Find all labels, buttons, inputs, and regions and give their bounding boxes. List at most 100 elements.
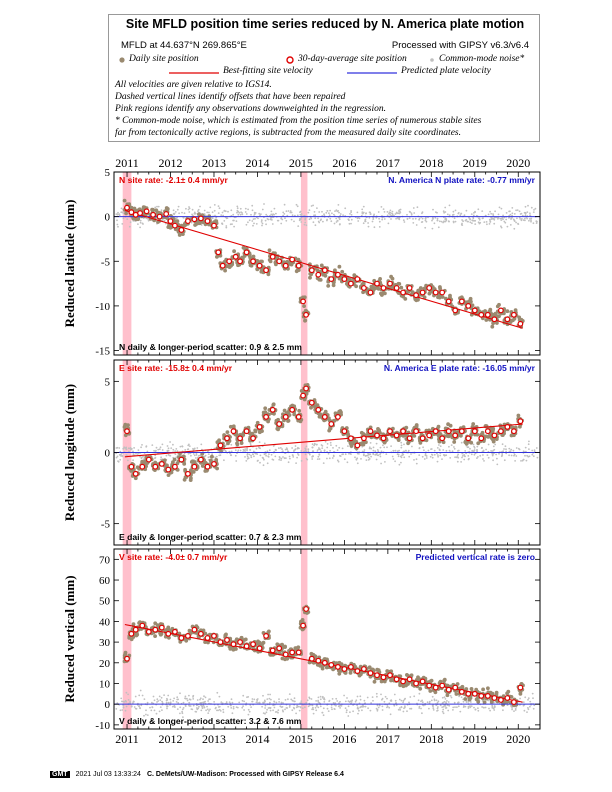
cmn-point	[366, 696, 369, 699]
cmn-point	[436, 710, 438, 712]
cmn-point	[280, 222, 283, 225]
cmn-point	[464, 705, 467, 708]
cmn-point	[160, 209, 163, 212]
cmn-point	[257, 702, 259, 704]
cmn-point	[317, 220, 320, 223]
monthly-average-point	[308, 267, 315, 274]
cmn-point	[356, 452, 359, 455]
cmn-point	[519, 218, 521, 220]
monthly-average-point	[263, 267, 270, 274]
cmn-point	[288, 704, 291, 707]
cmn-point	[193, 448, 196, 450]
cmn-point	[139, 221, 142, 224]
daily-point	[140, 460, 145, 465]
cmn-point	[266, 708, 268, 711]
cmn-point	[125, 705, 128, 708]
daily-point	[223, 268, 228, 273]
cmn-point	[532, 211, 535, 214]
cmn-point	[355, 458, 358, 461]
cmn-point	[304, 221, 307, 224]
daily-point	[285, 656, 290, 661]
daily-point	[188, 630, 193, 635]
cmn-point	[127, 693, 129, 696]
cmn-point	[304, 218, 306, 221]
cmn-point	[468, 216, 470, 219]
daily-point	[210, 454, 214, 459]
cmn-point	[524, 446, 527, 449]
cmn-point	[400, 446, 403, 449]
cmn-point	[318, 458, 321, 460]
cmn-point	[446, 213, 449, 216]
cmn-point	[251, 698, 254, 700]
cmn-point	[375, 442, 378, 445]
cmn-point	[217, 709, 220, 712]
cmn-point	[503, 220, 506, 223]
cmn-point	[347, 715, 350, 717]
cmn-point	[251, 204, 254, 207]
cmn-point	[423, 449, 425, 452]
cmn-point	[410, 453, 412, 455]
monthly-average-point	[215, 249, 222, 256]
cmn-point	[221, 222, 224, 225]
cmn-point	[415, 458, 418, 461]
cmn-point	[394, 213, 397, 215]
cmn-point	[359, 695, 362, 698]
cmn-point	[469, 447, 471, 450]
cmn-point	[318, 701, 320, 704]
cmn-point	[328, 457, 331, 460]
cmn-point	[236, 211, 238, 214]
cmn-point	[175, 448, 178, 450]
cmn-point	[493, 222, 496, 225]
cmn-point	[331, 708, 333, 711]
cmn-point	[436, 217, 439, 220]
cmn-point	[178, 212, 181, 215]
cmn-point	[319, 705, 322, 708]
cmn-point	[312, 712, 315, 715]
daily-point	[346, 432, 350, 437]
cmn-point	[329, 209, 331, 212]
cmn-point	[289, 457, 291, 460]
cmn-point	[391, 455, 394, 458]
monthly-average-point	[511, 428, 517, 435]
cmn-point	[223, 459, 225, 462]
cmn-point	[161, 702, 164, 704]
cmn-point	[444, 707, 447, 709]
daily-point	[367, 665, 372, 670]
cmn-point	[141, 222, 144, 225]
cmn-point	[516, 209, 519, 212]
cmn-point	[182, 216, 185, 219]
cmn-point	[422, 704, 425, 707]
monthly-average-point	[439, 289, 446, 296]
cmn-point	[482, 458, 484, 460]
cmn-point	[192, 447, 194, 450]
cmn-point	[448, 704, 451, 707]
monthly-average-point	[458, 428, 465, 435]
cmn-point	[200, 443, 203, 446]
cmn-point	[253, 213, 256, 216]
cmn-point	[386, 706, 388, 709]
cmn-point	[448, 449, 451, 452]
cmn-point	[397, 708, 400, 711]
cmn-point	[436, 219, 439, 222]
cmn-point	[415, 462, 418, 465]
cmn-point	[381, 698, 383, 701]
cmn-point	[476, 450, 478, 453]
cmn-point	[299, 218, 302, 221]
monthly-average-point	[295, 262, 302, 269]
cmn-point	[266, 698, 269, 700]
cmn-point	[196, 699, 199, 701]
cmn-point	[199, 698, 201, 701]
daily-point	[317, 277, 322, 282]
cmn-point	[241, 699, 244, 702]
cmn-point	[393, 704, 396, 707]
cmn-point	[501, 454, 504, 457]
daily-point	[491, 426, 496, 431]
cmn-point	[315, 709, 318, 712]
monthly-average-point	[230, 428, 237, 435]
daily-point	[286, 419, 290, 423]
cmn-point	[137, 452, 140, 455]
cmn-point	[435, 211, 437, 214]
cmn-point	[312, 204, 314, 207]
monthly-average-point	[300, 298, 307, 305]
cmn-point	[291, 709, 294, 712]
